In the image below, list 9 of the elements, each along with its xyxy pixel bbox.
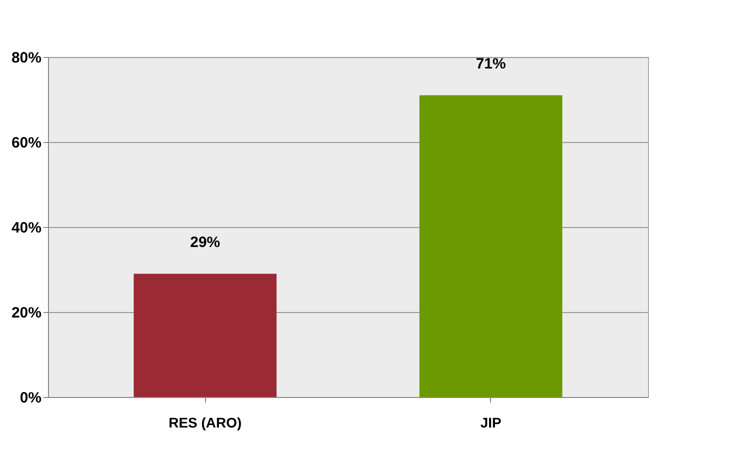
y-tick-label: 60%	[11, 134, 42, 152]
x-tick-label: JIP	[480, 414, 502, 430]
x-tick-label: RES (ARO)	[168, 414, 242, 430]
y-tick-label: 0%	[20, 390, 42, 406]
data-label: 29%	[190, 234, 220, 251]
y-tick-label: 40%	[11, 220, 42, 236]
y-tick-label: 80%	[11, 50, 42, 66]
y-tick-label: 20%	[11, 304, 42, 322]
data-label: 71%	[476, 55, 506, 72]
